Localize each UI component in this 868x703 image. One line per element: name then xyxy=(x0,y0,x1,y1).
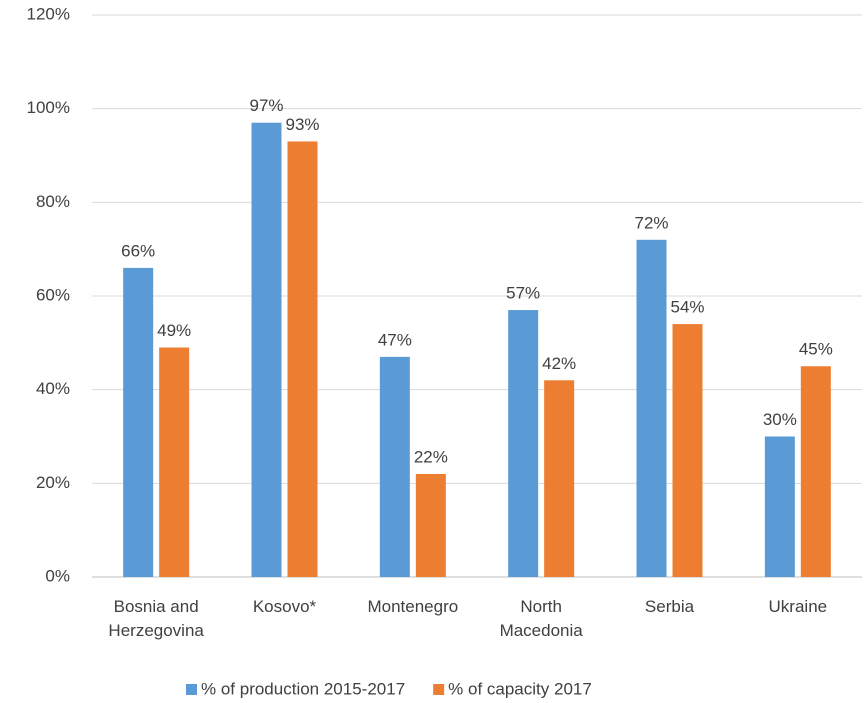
y-tick-label: 20% xyxy=(36,473,70,492)
y-tick-label: 60% xyxy=(36,285,70,304)
y-tick-label: 0% xyxy=(45,566,70,585)
bar xyxy=(764,436,795,577)
data-label: 42% xyxy=(542,354,576,373)
bar xyxy=(800,366,831,577)
bar xyxy=(379,356,410,577)
legend-label: % of capacity 2017 xyxy=(448,679,592,698)
y-tick-label: 100% xyxy=(27,98,70,117)
bar xyxy=(672,324,703,577)
bar xyxy=(415,473,446,577)
x-tick-label: Serbia xyxy=(644,597,695,616)
x-tick-label: Montenegro xyxy=(367,597,459,616)
data-label: 49% xyxy=(157,321,191,340)
data-label: 93% xyxy=(285,115,319,134)
bar xyxy=(251,122,282,577)
y-tick-label: 120% xyxy=(27,4,70,23)
x-tick-label: Bosnia and Herzegovina xyxy=(108,597,204,640)
bar xyxy=(123,267,154,577)
x-tick-label: Kosovo* xyxy=(252,597,317,616)
data-label: 97% xyxy=(249,96,283,115)
x-tick-label: North Macedonia xyxy=(499,597,583,640)
data-label: 66% xyxy=(121,241,155,260)
y-tick-label: 40% xyxy=(36,379,70,398)
legend-swatch xyxy=(186,684,197,695)
data-label: 47% xyxy=(378,330,412,349)
data-label: 72% xyxy=(634,213,668,232)
data-label: 45% xyxy=(799,340,833,359)
bar xyxy=(287,141,318,577)
legend-swatch xyxy=(433,684,445,695)
y-tick-label: 80% xyxy=(36,192,70,211)
legend-label: % of production 2015-2017 xyxy=(201,679,405,698)
data-label: 22% xyxy=(414,447,448,466)
bar xyxy=(508,310,539,577)
x-tick-label: Ukraine xyxy=(768,597,828,616)
data-label: 30% xyxy=(763,410,797,429)
bar xyxy=(636,239,667,578)
data-label: 54% xyxy=(670,298,704,317)
bar xyxy=(544,380,575,577)
data-label: 57% xyxy=(506,284,540,303)
bar xyxy=(159,347,190,577)
